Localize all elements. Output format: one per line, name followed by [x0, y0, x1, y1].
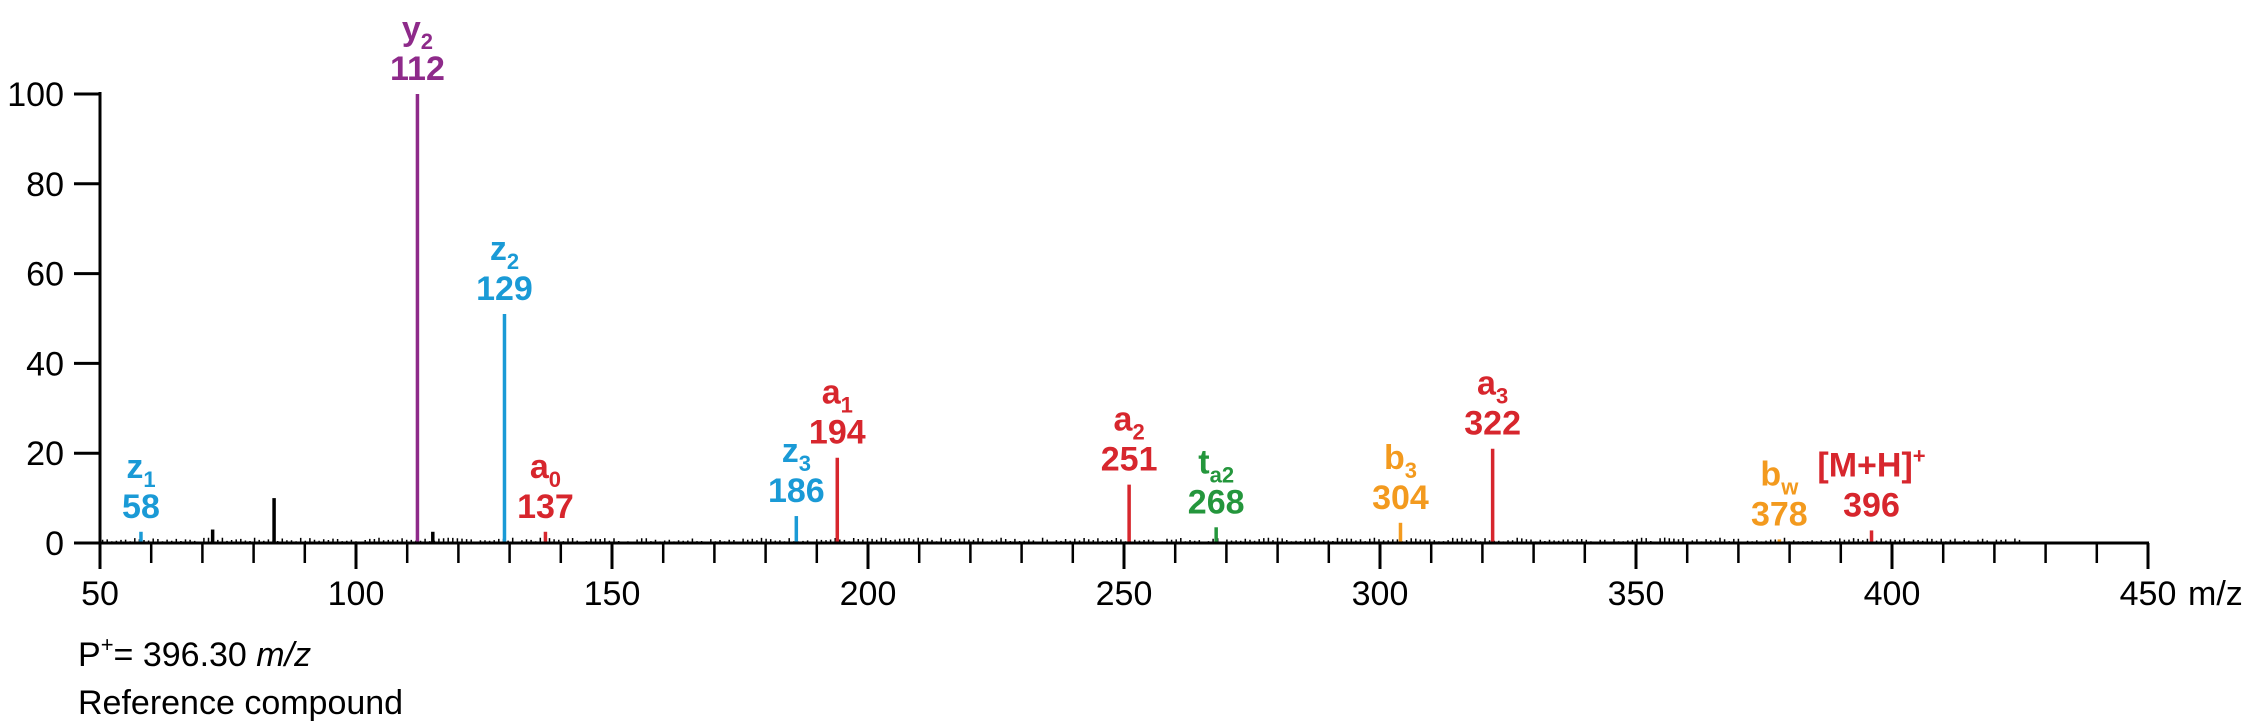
precursor-prefix: P	[78, 636, 101, 674]
compound-annotation: Reference compound	[78, 684, 403, 722]
x-ticks: 50 100 150 200 250 300 350 400 450	[81, 543, 2176, 613]
y-tick-label: 80	[26, 166, 64, 204]
peaks	[139, 94, 1874, 543]
mass-label-396: 396	[1843, 486, 1900, 524]
x-tick-label: 250	[1096, 575, 1153, 613]
mass-label-58: 58	[122, 488, 160, 526]
precursor-value: = 396.30	[114, 636, 257, 674]
mass-label-112: 112	[390, 50, 445, 88]
y-tick-label: 60	[26, 256, 64, 294]
mass-label-322: 322	[1464, 405, 1521, 443]
x-tick-label: 400	[1864, 575, 1921, 613]
x-tick-label: 450	[2120, 575, 2177, 613]
mass-label-194: 194	[809, 414, 866, 452]
ion-label-112: y2	[402, 10, 433, 54]
mass-label-304: 304	[1372, 479, 1429, 517]
ion-label-186: z3	[782, 432, 811, 476]
precursor-unit: m/z	[256, 636, 311, 674]
y-tick-label: 0	[45, 525, 64, 563]
ion-label-251: a2	[1114, 401, 1145, 445]
y-tick-label: 20	[26, 435, 64, 473]
ion-label-322: a3	[1477, 365, 1508, 409]
ion-label-268: ta2	[1198, 443, 1234, 487]
x-tick-label: 200	[840, 575, 897, 613]
ion-label-396: [M+H]+	[1817, 443, 1925, 484]
mass-label-186: 186	[768, 472, 825, 510]
mass-label-251: 251	[1101, 441, 1158, 479]
mass-label-268: 268	[1188, 483, 1245, 521]
ion-label-378: bw	[1760, 455, 1799, 499]
precursor-superscript: +	[101, 632, 114, 657]
y-ticks: 0 20 40 60 80 100	[7, 76, 100, 563]
ion-label-304: b3	[1384, 439, 1417, 483]
mass-label-137: 137	[517, 488, 574, 526]
x-tick-label: 50	[81, 575, 119, 613]
ion-label-129: z2	[490, 230, 519, 274]
y-tick-label: 100	[7, 76, 64, 114]
ion-label-58: z1	[126, 448, 155, 492]
ion-label-137: a0	[530, 448, 561, 492]
x-tick-label: 300	[1352, 575, 1409, 613]
x-tick-label: 350	[1608, 575, 1665, 613]
precursor-annotation: P+= 396.30 m/z	[78, 632, 311, 674]
x-tick-label: 150	[584, 575, 641, 613]
mass-label-378: 378	[1751, 495, 1808, 533]
annotations: P+= 396.30 m/z Reference compound	[78, 632, 403, 722]
x-axis-title: m/z	[2188, 575, 2243, 613]
ion-label-194: a1	[822, 374, 853, 418]
y-tick-label: 40	[26, 345, 64, 383]
x-tick-label: 100	[328, 575, 385, 613]
mass-label-129: 129	[476, 270, 533, 308]
